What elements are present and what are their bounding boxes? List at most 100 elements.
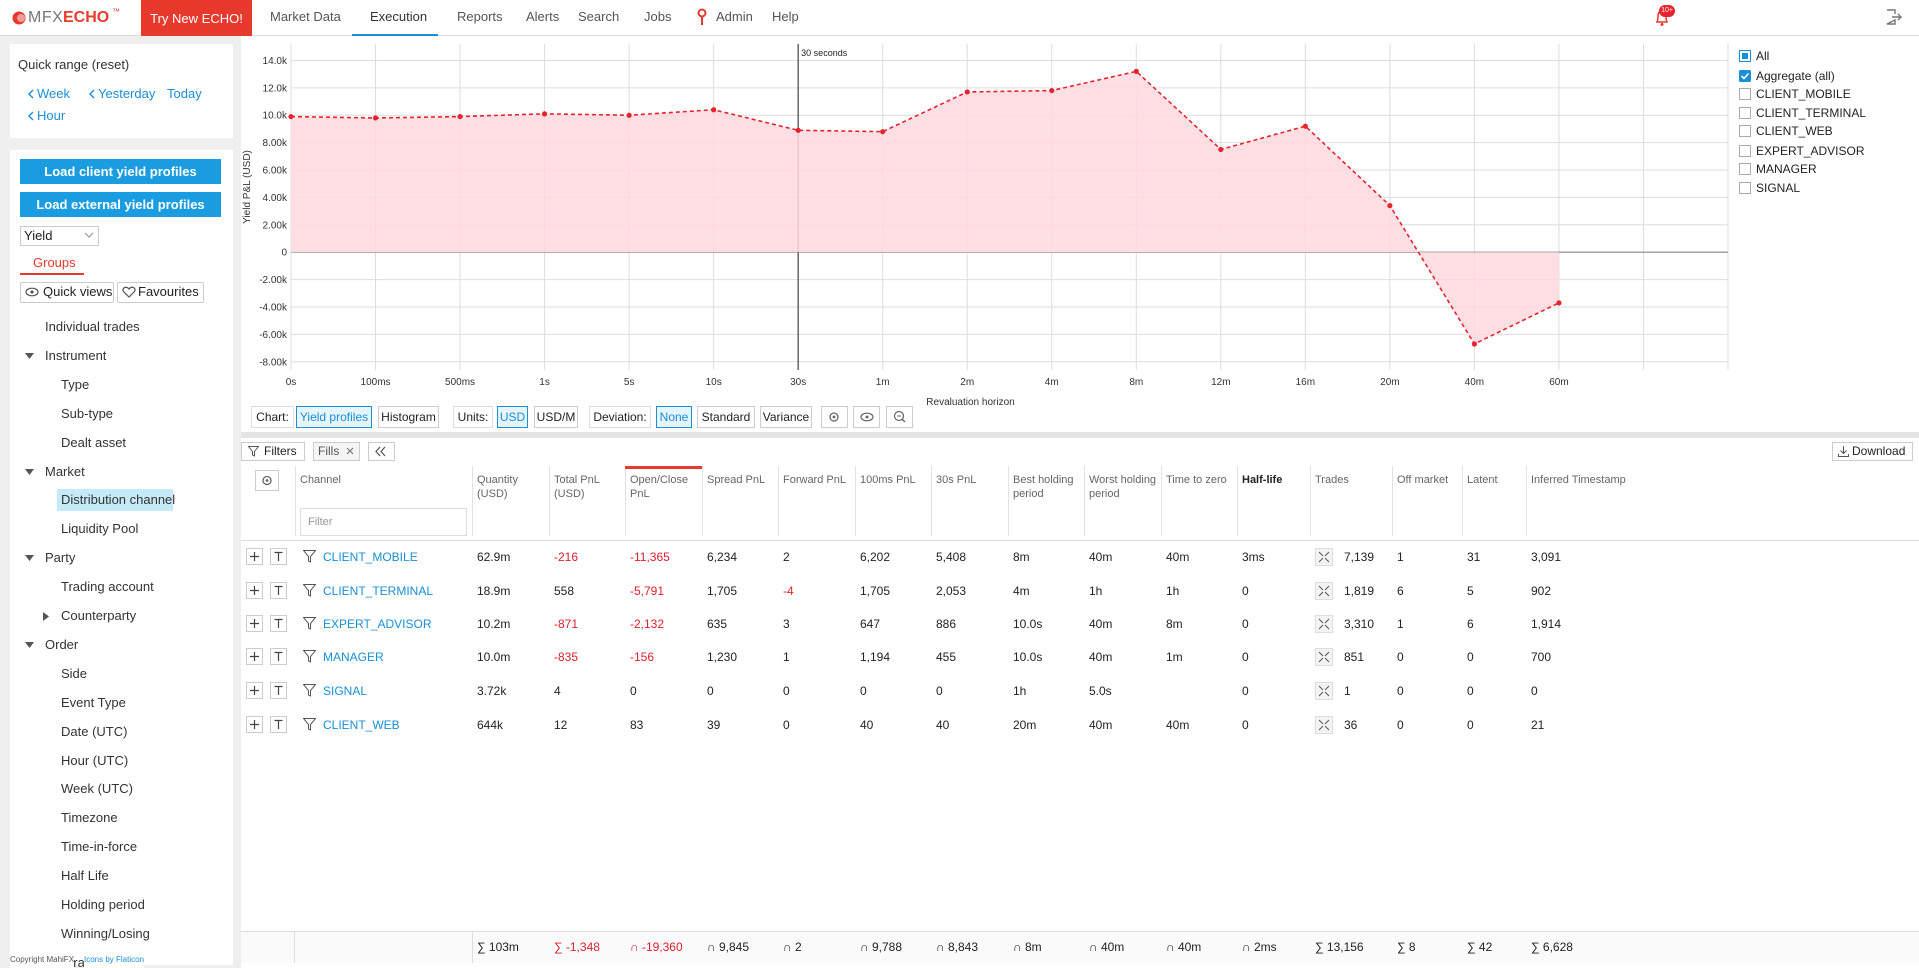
chip-close[interactable] — [346, 447, 354, 455]
chart-tool-button[interactable] — [886, 406, 913, 428]
nav-item[interactable]: Help — [772, 9, 799, 24]
pin-button[interactable] — [270, 648, 287, 665]
trades-expand[interactable] — [1315, 582, 1333, 600]
row-filter-button[interactable] — [303, 684, 316, 697]
trades-expand[interactable] — [1315, 682, 1333, 700]
tree-item[interactable]: Holding period — [61, 897, 145, 912]
expand-button[interactable] — [246, 648, 263, 665]
fills-chip[interactable] — [313, 442, 360, 461]
pin-button[interactable] — [270, 548, 287, 565]
nav-item[interactable]: Jobs — [644, 9, 672, 24]
legend-label[interactable]: All — [1756, 49, 1770, 63]
legend-checkbox[interactable] — [1739, 70, 1751, 82]
tree-item[interactable]: Date (UTC) — [61, 723, 128, 739]
range-link[interactable]: Today — [167, 86, 202, 101]
nav-item[interactable]: Reports — [457, 9, 503, 24]
tree-item[interactable]: Trading account — [61, 579, 154, 595]
control-option[interactable]: Standard — [697, 406, 755, 428]
load-button[interactable]: Load client yield profiles — [20, 159, 221, 184]
row-filter-button[interactable] — [303, 718, 316, 731]
groups-tab[interactable]: Groups — [33, 255, 76, 270]
legend-label[interactable]: CLIENT_WEB — [1756, 124, 1833, 138]
nav-item[interactable]: Alerts — [526, 9, 560, 24]
nav-item[interactable]: Execution — [370, 9, 428, 24]
expand-button[interactable] — [246, 716, 263, 733]
tree-expanded[interactable] — [25, 555, 34, 562]
column-header[interactable]: Off market — [1397, 474, 1449, 486]
expand-button[interactable] — [246, 582, 263, 599]
tree-item[interactable]: Hour (UTC) — [61, 752, 129, 768]
chart-tool-button[interactable] — [821, 406, 848, 428]
column-header[interactable]: 30s PnL — [936, 474, 977, 486]
column-header[interactable]: Channel — [300, 474, 341, 486]
legend-label[interactable]: EXPERT_ADVISOR — [1756, 144, 1865, 158]
tree-item[interactable]: Sub-type — [61, 405, 114, 421]
trades-expand[interactable] — [1315, 648, 1333, 666]
download-button[interactable] — [1832, 442, 1913, 461]
tree-item[interactable]: Liquidity Pool — [61, 521, 139, 537]
legend-checkbox[interactable] — [1739, 50, 1751, 62]
quick-views-button[interactable] — [20, 282, 114, 303]
channel-link[interactable]: EXPERT_ADVISOR — [323, 617, 432, 631]
pin-button[interactable] — [270, 682, 287, 699]
expand-button[interactable] — [246, 682, 263, 699]
legend-checkbox[interactable] — [1739, 88, 1751, 100]
tree-item[interactable]: Distribution channel — [61, 492, 176, 508]
tree-item[interactable]: Order — [45, 636, 79, 652]
range-link[interactable]: Hour — [37, 108, 66, 123]
tree-item[interactable]: Counterparty — [61, 608, 137, 623]
settings-button[interactable] — [255, 470, 279, 491]
tree-item[interactable]: Individual trades — [45, 319, 140, 334]
column-header[interactable]: Half-life — [1242, 474, 1283, 486]
range-link[interactable]: Week — [37, 86, 70, 101]
expand-button[interactable] — [246, 548, 263, 565]
filters-button[interactable] — [241, 442, 305, 461]
legend-label[interactable]: CLIENT_TERMINAL — [1756, 106, 1867, 120]
legend-label[interactable]: Aggregate (all) — [1756, 69, 1835, 83]
filter-input[interactable] — [300, 508, 467, 536]
tree-item[interactable]: Half Life — [61, 868, 109, 884]
pin-button[interactable] — [270, 582, 287, 599]
column-header[interactable]: Trades — [1315, 474, 1349, 486]
expand-button[interactable] — [246, 615, 263, 632]
pin-button[interactable] — [270, 615, 287, 632]
legend-checkbox[interactable] — [1739, 163, 1751, 175]
column-header[interactable]: Spread PnL — [707, 474, 766, 486]
select-box[interactable] — [20, 226, 99, 246]
tree-item[interactable]: Side — [61, 665, 88, 681]
legend-checkbox[interactable] — [1739, 107, 1751, 119]
trades-expand[interactable] — [1315, 615, 1333, 633]
tree-item[interactable]: Party — [45, 550, 76, 566]
logout-icon[interactable] — [1884, 8, 1902, 26]
control-option[interactable]: USD/M — [534, 406, 578, 428]
tree-expanded[interactable] — [25, 352, 34, 359]
nav-item[interactable]: Market Data — [270, 9, 341, 24]
column-header[interactable]: Forward PnL — [783, 474, 846, 486]
trades-expand[interactable] — [1315, 548, 1333, 566]
tree-expanded[interactable] — [25, 641, 34, 648]
nav-item[interactable]: Admin — [716, 9, 753, 24]
legend-checkbox[interactable] — [1739, 145, 1751, 157]
load-button[interactable]: Load external yield profiles — [20, 192, 221, 217]
channel-link[interactable]: MANAGER — [323, 650, 384, 664]
legend-label[interactable]: SIGNAL — [1756, 181, 1801, 195]
tree-expanded[interactable] — [25, 468, 34, 475]
channel-link[interactable]: CLIENT_MOBILE — [323, 550, 418, 564]
tree-item[interactable]: Time-in-force — [61, 839, 138, 855]
column-header[interactable]: Latent — [1467, 474, 1498, 486]
column-header[interactable]: Worst holding period — [1089, 474, 1157, 500]
tree-item[interactable]: Instrument — [45, 347, 107, 363]
tree-item[interactable]: Market — [45, 463, 85, 479]
tree-collapsed[interactable] — [43, 612, 49, 621]
tree-item[interactable]: Event Type — [61, 694, 126, 710]
column-header[interactable]: Time to zero — [1166, 474, 1227, 486]
tree-item[interactable]: Timezone — [61, 810, 118, 826]
column-header[interactable]: 100ms PnL — [860, 474, 916, 486]
column-header[interactable]: Open/Close PnL — [630, 474, 689, 500]
column-header[interactable]: Inferred Timestamp — [1531, 474, 1626, 486]
legend-label[interactable]: MANAGER — [1756, 162, 1817, 176]
control-option[interactable]: USD — [497, 406, 528, 428]
favourites-button[interactable] — [117, 282, 204, 303]
trades-expand[interactable] — [1315, 716, 1333, 734]
channel-link[interactable]: SIGNAL — [323, 684, 368, 698]
